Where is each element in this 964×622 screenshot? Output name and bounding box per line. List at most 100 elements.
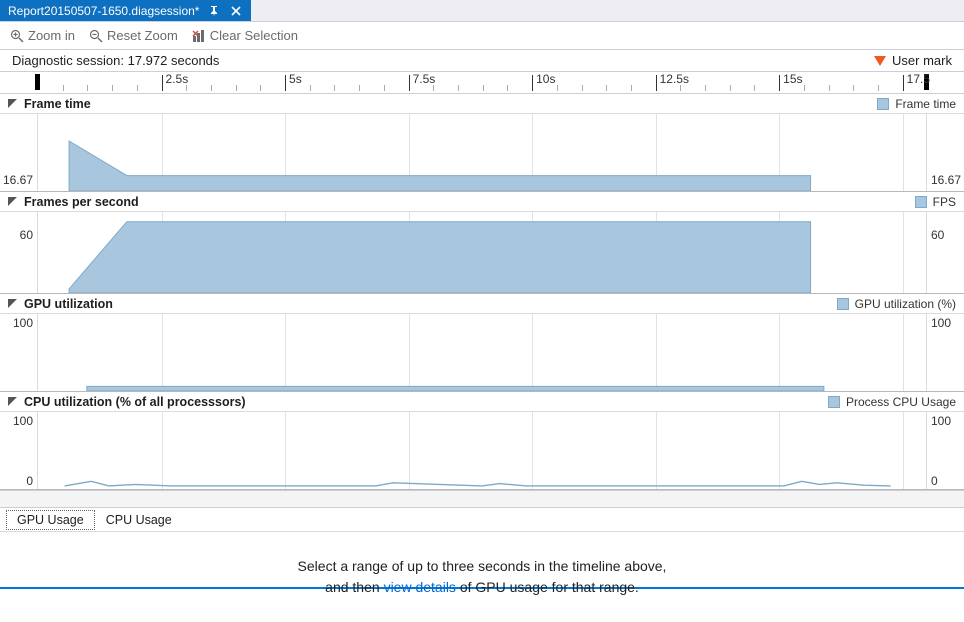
- clear-selection-label: Clear Selection: [210, 28, 298, 43]
- legend-label: FPS: [933, 195, 956, 209]
- y-axis-right: 60: [926, 212, 964, 293]
- ruler-major-tick: [162, 75, 163, 91]
- y-axis-left: 100: [0, 314, 38, 391]
- detail-tab-bar: GPU UsageCPU Usage: [0, 508, 964, 532]
- lane-body-gpu[interactable]: 100 100: [0, 314, 964, 392]
- lane-title: CPU utilization (% of all processsors): [24, 395, 246, 409]
- lane-header-gpu: GPU utilizationGPU utilization (%): [0, 294, 964, 314]
- ruler-tick-label: 2.5s: [166, 72, 189, 86]
- instruction-line1: Select a range of up to three seconds in…: [10, 556, 954, 577]
- lane-plot[interactable]: [38, 314, 926, 391]
- ruler-minor-tick: [829, 85, 830, 91]
- y-tick-label: 16.67: [0, 173, 33, 187]
- lane-title: GPU utilization: [24, 297, 113, 311]
- y-tick-label: 0: [0, 474, 33, 488]
- legend-label: Frame time: [895, 97, 956, 111]
- ruler-minor-tick: [705, 85, 706, 91]
- clear-selection-icon: [192, 29, 206, 43]
- lane-header-cpu: CPU utilization (% of all processsors) Pr…: [0, 392, 964, 412]
- ruler-major-tick: [285, 75, 286, 91]
- collapse-icon[interactable]: [6, 396, 18, 408]
- ruler-tick-label: 5s: [289, 72, 302, 86]
- ruler-minor-tick: [483, 85, 484, 91]
- detail-tab-cpu-usage[interactable]: CPU Usage: [95, 510, 183, 530]
- lane-legend: Process CPU Usage: [828, 395, 956, 409]
- legend-swatch: [915, 196, 927, 208]
- clear-selection-button[interactable]: Clear Selection: [192, 28, 298, 43]
- lane-plot[interactable]: [38, 412, 926, 489]
- user-mark-legend: User mark: [874, 53, 952, 68]
- document-tab-bar: Report20150507-1650.diagsession*: [0, 0, 964, 22]
- timeline-lanes: Frame timeFrame time16.6716.67Frames per…: [0, 94, 964, 490]
- y-axis-left: 100 0: [0, 412, 38, 489]
- legend-swatch: [837, 298, 849, 310]
- bottom-separator: [0, 490, 964, 508]
- chart-svg: [38, 114, 926, 191]
- zoom-in-button[interactable]: Zoom in: [10, 28, 75, 43]
- ruler-minor-tick: [87, 85, 88, 91]
- lane-legend: FPS: [915, 195, 956, 209]
- session-label: Diagnostic session: 17.972 seconds: [12, 53, 219, 68]
- y-tick-label: 100: [0, 414, 33, 428]
- ruler-tick-label: 10s: [536, 72, 555, 86]
- y-tick-label: 100: [931, 316, 964, 330]
- y-tick-label: 16.67: [931, 173, 964, 187]
- instruction-line2-post: of GPU usage for that range.: [456, 579, 639, 595]
- user-mark-label: User mark: [892, 53, 952, 68]
- ruler-minor-tick: [606, 85, 607, 91]
- lane-body-fps[interactable]: 60 60: [0, 212, 964, 294]
- ruler-minor-tick: [384, 85, 385, 91]
- lane-plot[interactable]: [38, 114, 926, 191]
- lane-title: Frame time: [24, 97, 91, 111]
- y-axis-right: 1000: [926, 412, 964, 489]
- y-tick-label: 60: [0, 228, 33, 242]
- session-info-bar: Diagnostic session: 17.972 seconds User …: [0, 50, 964, 72]
- ruler-tick-label: 12.5s: [660, 72, 689, 86]
- ruler-tick-label: 7.5s: [413, 72, 436, 86]
- ruler-minor-tick: [557, 85, 558, 91]
- y-axis-right: 100: [926, 314, 964, 391]
- ruler-major-tick: [903, 75, 904, 91]
- reset-zoom-button[interactable]: Reset Zoom: [89, 28, 178, 43]
- ruler-major-tick: [409, 75, 410, 91]
- ruler-minor-tick: [211, 85, 212, 91]
- ruler-minor-tick: [359, 85, 360, 91]
- collapse-icon[interactable]: [6, 298, 18, 310]
- legend-swatch: [828, 396, 840, 408]
- legend-swatch: [877, 98, 889, 110]
- close-icon[interactable]: [229, 4, 243, 18]
- collapse-icon[interactable]: [6, 98, 18, 110]
- zoom-in-icon: [10, 29, 24, 43]
- ruler-minor-tick: [507, 85, 508, 91]
- lane-body-cpu[interactable]: 10001000: [0, 412, 964, 490]
- user-mark-icon: [874, 56, 886, 66]
- y-tick-label: 60: [931, 228, 964, 242]
- y-tick-label: 100: [0, 316, 33, 330]
- ruler-minor-tick: [631, 85, 632, 91]
- reset-zoom-label: Reset Zoom: [107, 28, 178, 43]
- chart-svg: [38, 212, 926, 293]
- detail-tab-gpu-usage[interactable]: GPU Usage: [6, 510, 95, 530]
- ruler-minor-tick: [878, 85, 879, 91]
- pin-icon[interactable]: [207, 4, 221, 18]
- lane-plot[interactable]: [38, 212, 926, 293]
- toolbar: Zoom in Reset Zoom Clear Selection: [0, 22, 964, 50]
- view-details-link[interactable]: view details: [384, 579, 456, 595]
- ruler-minor-tick: [458, 85, 459, 91]
- ruler-minor-tick: [236, 85, 237, 91]
- ruler-minor-tick: [112, 85, 113, 91]
- reset-zoom-icon: [89, 29, 103, 43]
- y-axis-left: 60: [0, 212, 38, 293]
- ruler-minor-tick: [137, 85, 138, 91]
- ruler-start-marker[interactable]: [35, 74, 40, 90]
- instruction-line2: and then view details of GPU usage for t…: [10, 577, 954, 598]
- ruler-tick-label: 17.5: [907, 72, 930, 86]
- lane-legend: Frame time: [877, 97, 956, 111]
- ruler-minor-tick: [754, 85, 755, 91]
- document-tab[interactable]: Report20150507-1650.diagsession*: [0, 0, 251, 21]
- instruction-line2-pre: and then: [325, 579, 383, 595]
- collapse-icon[interactable]: [6, 196, 18, 208]
- lane-body-frame_time[interactable]: 16.67 16.67: [0, 114, 964, 192]
- ruler-minor-tick: [63, 85, 64, 91]
- timeline-ruler[interactable]: 2.5s5s7.5s10s12.5s15s17.5: [0, 72, 964, 94]
